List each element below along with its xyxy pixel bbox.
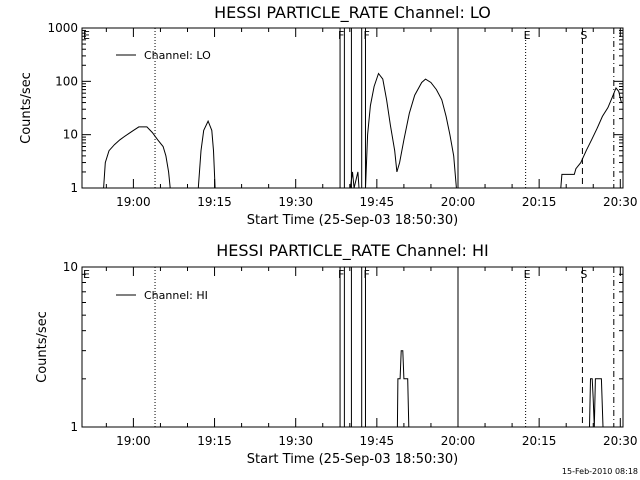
plot-frame bbox=[81, 27, 624, 189]
x-tick-label: 20:00 bbox=[441, 434, 476, 448]
series-line bbox=[396, 350, 410, 428]
event-label: E bbox=[524, 268, 531, 281]
x-tick-label: 20:30 bbox=[603, 434, 638, 448]
x-tick-label: 19:30 bbox=[278, 195, 313, 209]
panel-hi: HESSI PARTICLE_RATE Channel: HI 19:00 19:1… bbox=[35, 241, 638, 467]
event-label: E bbox=[524, 29, 531, 42]
y-tick-label: 1000 bbox=[47, 21, 78, 35]
x-tick-label: 20:15 bbox=[522, 434, 557, 448]
plot-frame bbox=[81, 266, 624, 428]
timestamp: 15-Feb-2010 08:18 bbox=[562, 467, 638, 476]
chart-title: HESSI PARTICLE_RATE Channel: HI bbox=[216, 241, 489, 261]
series-line bbox=[589, 378, 604, 428]
event-label: F bbox=[338, 268, 344, 281]
legend-entry: Channel: HI bbox=[144, 289, 208, 302]
event-label: F bbox=[338, 29, 344, 42]
y-tick-label: 1 bbox=[70, 420, 78, 434]
series-line bbox=[560, 87, 622, 189]
legend-entry: Channel: LO bbox=[144, 49, 211, 62]
panel-lo: HESSI PARTICLE_RATE Channel: LO 19:00 19:1… bbox=[19, 3, 638, 228]
x-tick-label: 19:30 bbox=[278, 434, 313, 448]
event-label: S bbox=[580, 268, 587, 281]
x-tick-label: 19:45 bbox=[360, 195, 395, 209]
x-tick-label: 20:00 bbox=[441, 195, 476, 209]
plot-label: E bbox=[83, 29, 90, 42]
x-axis-label: Start Time (25-Sep-03 18:50:30) bbox=[247, 452, 458, 467]
plot-label: E bbox=[83, 268, 90, 281]
x-tick-label: 20:15 bbox=[522, 195, 557, 209]
y-tick-label: 10 bbox=[63, 260, 78, 274]
x-tick-label: 19:15 bbox=[197, 434, 232, 448]
x-tick-label: 20:30 bbox=[603, 195, 638, 209]
y-axis-label: Counts/sec bbox=[19, 72, 34, 144]
series-line bbox=[103, 126, 171, 189]
series-line bbox=[197, 119, 216, 189]
event-label: S bbox=[580, 29, 587, 42]
y-tick-label: 10 bbox=[63, 128, 78, 142]
event-label: F bbox=[363, 29, 369, 42]
chart-title: HESSI PARTICLE_RATE Channel: LO bbox=[214, 3, 491, 23]
x-axis-label: Start Time (25-Sep-03 18:50:30) bbox=[247, 213, 458, 228]
x-tick-label: 19:00 bbox=[116, 195, 151, 209]
series-line bbox=[365, 72, 457, 189]
y-axis-label: Counts/sec bbox=[35, 311, 50, 383]
x-tick-label: 19:00 bbox=[116, 434, 151, 448]
series-line bbox=[349, 171, 360, 189]
x-tick-label: 19:15 bbox=[197, 195, 232, 209]
x-tick-label: 19:45 bbox=[360, 434, 395, 448]
y-tick-label: 100 bbox=[55, 74, 78, 88]
event-label: F bbox=[363, 268, 369, 281]
y-tick-label: 1 bbox=[70, 181, 78, 195]
